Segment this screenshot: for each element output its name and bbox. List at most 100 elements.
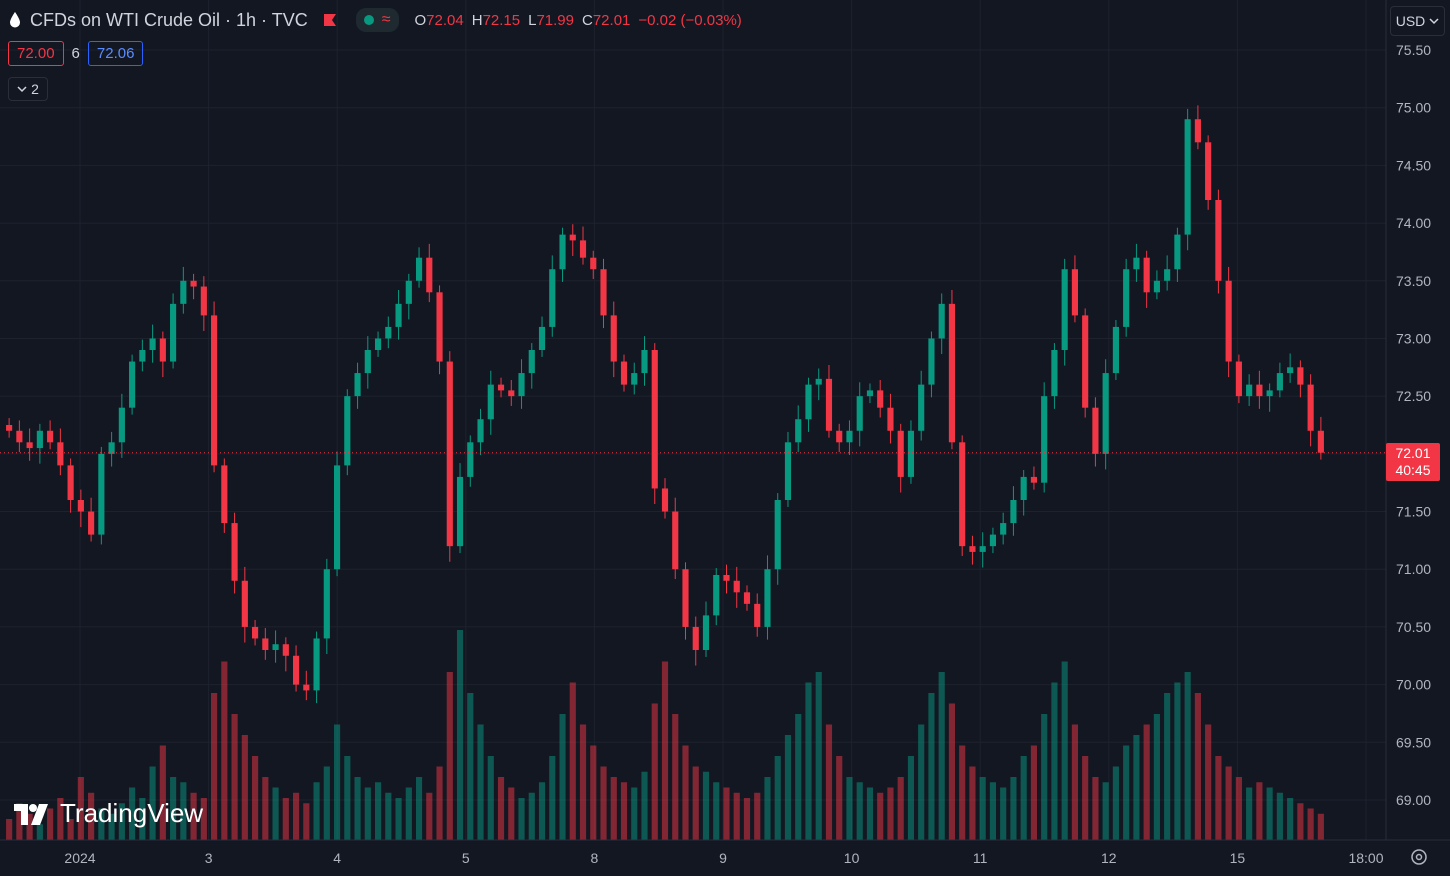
candle-body [467,442,474,477]
volume-bar [1123,745,1130,840]
candle-body [374,338,382,350]
price-tick-label: 69.00 [1396,792,1431,808]
volume-bar [887,787,894,840]
time-axis[interactable]: 2024 3 4 5 8 9 10 11 12 15 18:00 [64,850,1383,866]
volume-bar [1297,803,1304,840]
candle-body [1287,367,1294,374]
volume-bar [323,766,330,840]
volume-bar [1092,777,1099,840]
candle-body [108,442,115,454]
candle-body [989,534,997,547]
volume-bar [959,745,966,840]
candle-body [795,419,802,443]
candle-body [723,575,730,581]
market-status-pill[interactable]: ≈ [355,8,399,32]
candle-body [241,580,248,627]
volume-bar [590,745,597,840]
volume-bar [415,777,423,840]
settings-gear-icon[interactable] [1408,846,1430,868]
buy-price-button[interactable]: 72.06 [87,41,144,66]
candle-body [282,644,289,656]
volume-bar [969,766,976,840]
volume-bar [36,824,43,840]
time-tick-label: 10 [844,850,860,866]
indicators-toggle-button[interactable]: 2 [8,77,48,101]
volume-bar [67,819,74,840]
volume-bar [129,787,136,840]
volume-bar [866,787,874,840]
volume-bar [149,766,156,840]
symbol-title[interactable]: CFDs on WTI Crude Oil · 1h · TVC [30,9,308,30]
ohlc-close: C72.01 [582,11,631,29]
volume-bar [610,777,617,840]
candle-body [1082,315,1089,408]
tradingview-logo[interactable]: TradingView [12,798,203,829]
approx-wave-icon: ≈ [381,11,391,28]
candle-body [569,234,576,241]
candle-body [590,257,597,270]
candle-body [549,269,556,327]
sell-price-button[interactable]: 72.00 [8,41,64,66]
volume-bar [1061,661,1068,840]
price-axis[interactable]: 75.5075.0074.5074.0073.5073.0072.5072.00… [1396,42,1431,808]
volume-bar [1000,787,1007,840]
candle-body [856,396,863,431]
volume-bar [303,803,310,840]
candle-body [907,430,915,477]
volume-bar [211,693,218,840]
volume-bar [344,756,351,840]
candle-body [1276,373,1283,391]
candle-body [313,638,320,691]
candle-body [211,315,218,466]
volume-bar [282,798,289,840]
ohlc-high: H72.15 [471,11,521,29]
volume-bar [487,756,494,840]
candle-body [702,615,710,650]
candle-body [764,569,771,627]
candle-body [1000,523,1007,535]
candle-body [1030,476,1038,483]
volume-bar [1174,682,1181,840]
candle-body [262,638,269,650]
currency-dropdown[interactable]: USD [1390,6,1445,36]
flag-icon[interactable] [322,12,338,28]
candle-body [733,580,740,593]
volume-bar [57,798,64,840]
candle-body [47,430,54,443]
volume-bar [528,792,535,840]
chevron-down-icon [1429,18,1439,25]
candle-body [1225,280,1232,362]
candle-body [1092,407,1099,454]
candle-body [1246,384,1253,397]
candle-body [1102,373,1109,454]
candle-body [1061,269,1068,350]
bar-countdown: 40:45 [1395,462,1431,478]
price-tick-label: 70.00 [1396,677,1431,693]
volume-bar [108,813,115,840]
candle-body [303,684,310,691]
candle-body [1153,280,1160,293]
time-tick-label: 5 [462,850,470,866]
last-price-value: 72.01 [1395,445,1431,461]
volume-bar [743,798,751,840]
volume-bar [385,792,392,840]
candle-body [1317,430,1324,453]
oil-drop-icon [10,12,20,28]
volume-bar [979,777,986,840]
volume-bar [856,782,863,840]
volume-bar [620,782,628,840]
candle-body [344,396,351,466]
candle-body [1133,257,1140,270]
candle-body [170,303,177,362]
volume-bar [846,777,853,840]
volume-bar [723,787,730,840]
volume-bar [764,777,771,840]
volume-bar [989,782,997,840]
time-tick-label: 12 [1101,850,1117,866]
volume-bar [815,672,822,840]
candle-body [784,442,792,500]
last-price-label: 72.01 40:45 [1386,443,1440,481]
candle-body [846,430,853,443]
volume-bar [1205,724,1212,840]
